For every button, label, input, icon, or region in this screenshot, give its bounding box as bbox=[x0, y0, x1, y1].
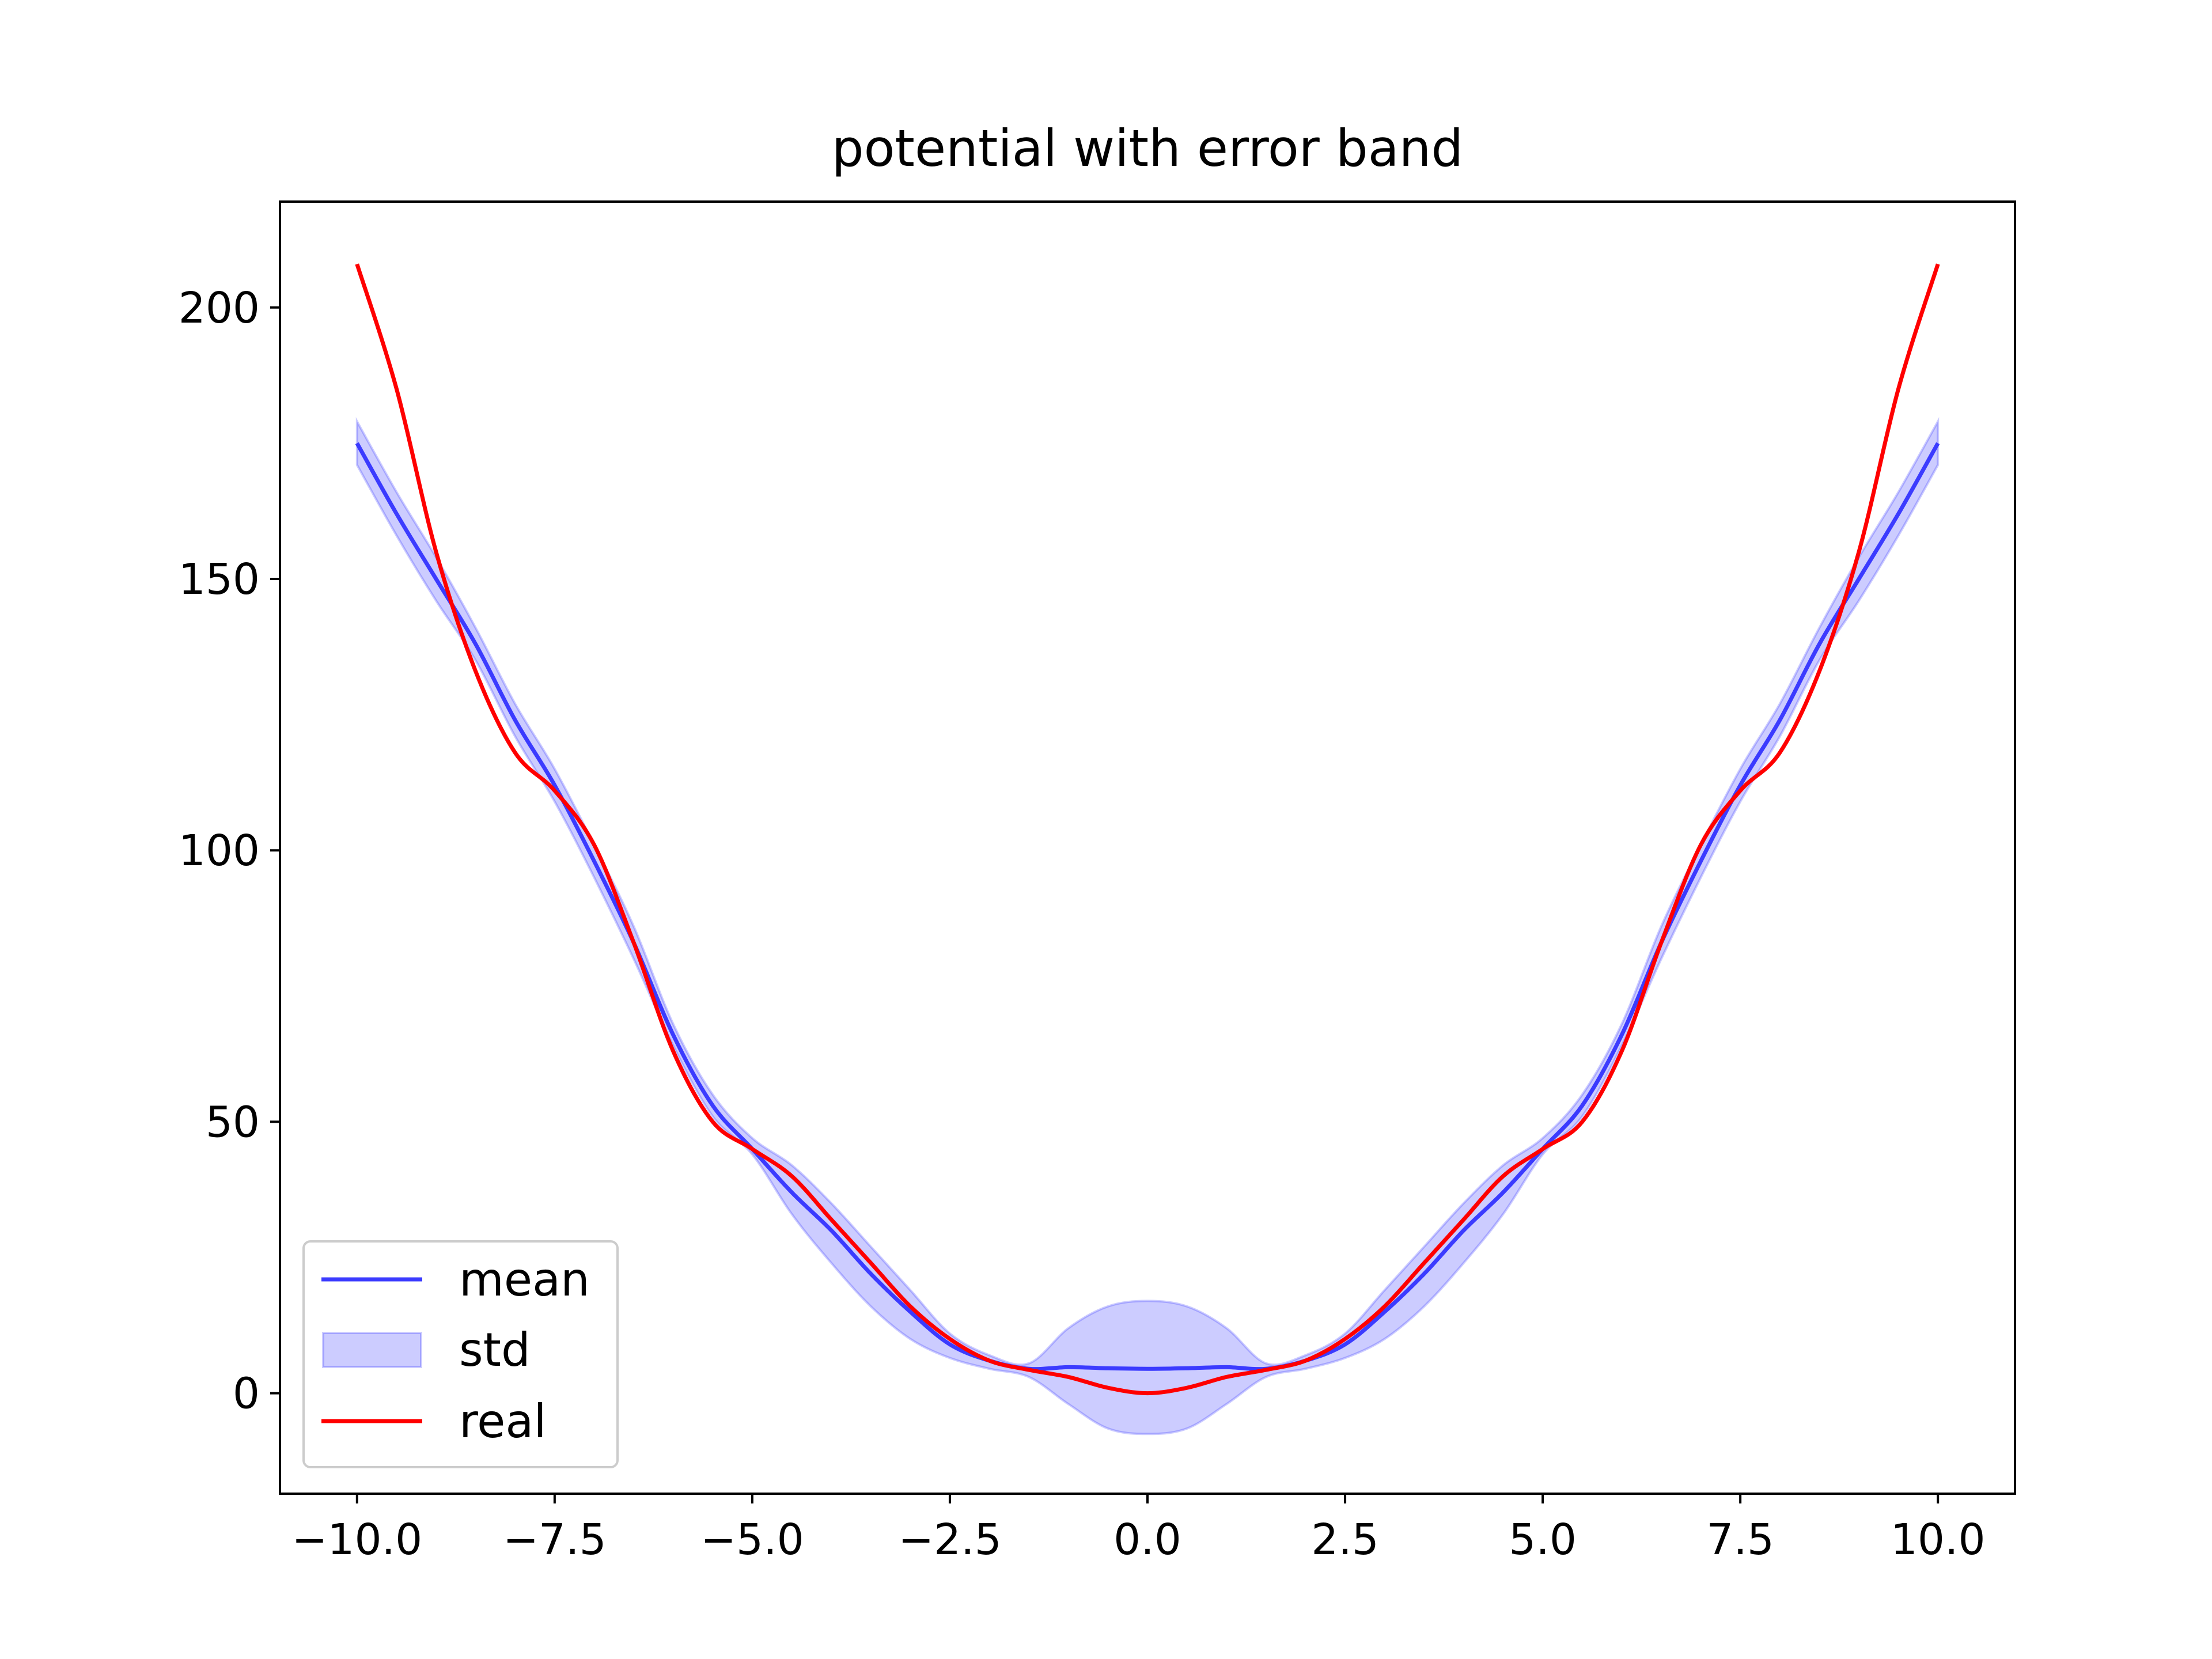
x-tick-label: −10.0 bbox=[291, 1515, 422, 1565]
x-tick-label: 2.5 bbox=[1311, 1515, 1379, 1565]
mean-line bbox=[355, 442, 1940, 1372]
chart-title: potential with error band bbox=[832, 119, 1464, 178]
series-layer bbox=[355, 263, 1940, 1435]
y-tick-label: 100 bbox=[179, 826, 260, 876]
x-tick-label: 10.0 bbox=[1891, 1515, 1986, 1565]
x-tick-label: −5.0 bbox=[700, 1515, 804, 1565]
y-tick-label: 150 bbox=[179, 555, 260, 604]
legend-real-label: real bbox=[459, 1395, 547, 1448]
x-tick-label: −2.5 bbox=[898, 1515, 1002, 1565]
std-band bbox=[355, 417, 1940, 1435]
y-tick-label: 200 bbox=[179, 283, 260, 333]
x-tick-label: −7.5 bbox=[503, 1515, 607, 1565]
legend-std-swatch bbox=[322, 1332, 422, 1368]
x-tick-label: 0.0 bbox=[1113, 1515, 1181, 1565]
x-axis: −10.0 −7.5 −5.0 −2.5 0.0 2.5 5.0 7.5 10.0 bbox=[291, 1494, 1986, 1565]
y-tick-label: 0 bbox=[233, 1369, 260, 1419]
legend-std-label: std bbox=[459, 1323, 531, 1377]
x-tick-label: 5.0 bbox=[1509, 1515, 1577, 1565]
y-axis: 0 50 100 150 200 bbox=[179, 283, 280, 1419]
legend-mean-label: mean bbox=[459, 1253, 590, 1306]
x-tick-label: 7.5 bbox=[1706, 1515, 1774, 1565]
legend: mean std real bbox=[302, 1240, 619, 1468]
real-line bbox=[355, 263, 1940, 1396]
y-tick-label: 50 bbox=[206, 1097, 260, 1147]
legend-frame bbox=[302, 1240, 619, 1468]
